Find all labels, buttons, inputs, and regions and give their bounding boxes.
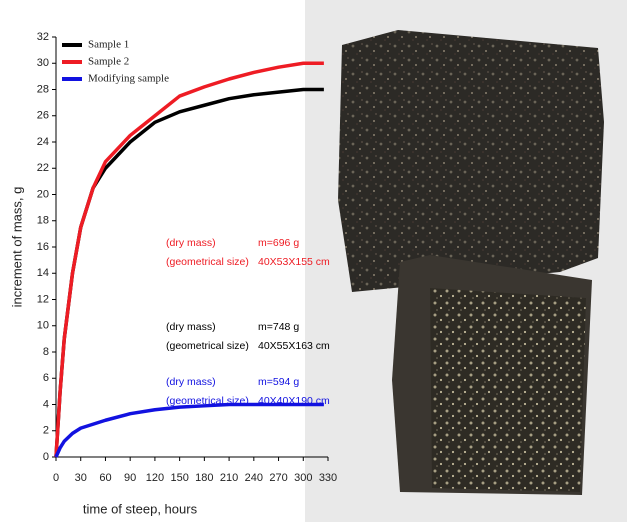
annotation: m=594 g bbox=[258, 376, 299, 388]
x-tick-label: 330 bbox=[319, 472, 337, 484]
y-tick-label: 6 bbox=[43, 372, 49, 384]
annotation: m=696 g bbox=[258, 237, 299, 249]
x-tick-label: 240 bbox=[245, 472, 263, 484]
y-tick-label: 24 bbox=[37, 136, 49, 148]
x-tick-label: 90 bbox=[124, 472, 136, 484]
y-tick-label: 32 bbox=[37, 31, 49, 43]
annotation: (geometrical size) bbox=[166, 256, 249, 268]
y-tick-label: 4 bbox=[43, 398, 49, 410]
y-tick-label: 22 bbox=[37, 162, 49, 174]
annotation: (dry mass) bbox=[166, 376, 216, 388]
y-tick-label: 2 bbox=[43, 425, 49, 437]
annotation: (dry mass) bbox=[166, 321, 216, 333]
legend-label: Modifying sample bbox=[88, 73, 169, 85]
x-tick-label: 300 bbox=[294, 472, 312, 484]
block-bottom-face bbox=[430, 288, 586, 492]
x-tick-label: 210 bbox=[220, 472, 238, 484]
x-axis-title: time of steep, hours bbox=[83, 501, 198, 516]
annotation: 40X53X155 cm bbox=[258, 256, 330, 268]
chart: time of steep, hours increment of mass, … bbox=[9, 31, 337, 517]
y-tick-label: 18 bbox=[37, 215, 49, 227]
x-tick-label: 120 bbox=[146, 472, 164, 484]
legend-label: Sample 2 bbox=[88, 56, 129, 68]
annotation: (geometrical size) bbox=[166, 395, 249, 407]
x-tick-label: 60 bbox=[99, 472, 111, 484]
y-axis-title: increment of mass, g bbox=[9, 187, 24, 308]
annotation: m=748 g bbox=[258, 321, 299, 333]
figure: time of steep, hours increment of mass, … bbox=[0, 0, 627, 522]
block-top bbox=[338, 30, 604, 292]
y-tick-label: 10 bbox=[37, 320, 49, 332]
x-tick-label: 180 bbox=[195, 472, 213, 484]
y-tick-label: 30 bbox=[37, 57, 49, 69]
series-line bbox=[56, 405, 324, 458]
photo bbox=[305, 0, 627, 522]
y-tick-label: 8 bbox=[43, 346, 49, 358]
x-tick-label: 270 bbox=[269, 472, 287, 484]
annotation: (dry mass) bbox=[166, 237, 216, 249]
x-tick-label: 0 bbox=[53, 472, 59, 484]
y-tick-label: 0 bbox=[43, 451, 49, 463]
y-tick-label: 28 bbox=[37, 83, 49, 95]
annotation: 40X40X190 cm bbox=[258, 395, 330, 407]
y-tick-label: 20 bbox=[37, 188, 49, 200]
x-tick-label: 150 bbox=[170, 472, 188, 484]
annotation: (geometrical size) bbox=[166, 340, 249, 352]
x-tick-label: 30 bbox=[75, 472, 87, 484]
y-tick-label: 12 bbox=[37, 293, 49, 305]
y-tick-label: 16 bbox=[37, 241, 49, 253]
legend-label: Sample 1 bbox=[88, 39, 129, 51]
y-tick-label: 26 bbox=[37, 110, 49, 122]
annotation: 40X55X163 cm bbox=[258, 340, 330, 352]
y-tick-label: 14 bbox=[37, 267, 49, 279]
